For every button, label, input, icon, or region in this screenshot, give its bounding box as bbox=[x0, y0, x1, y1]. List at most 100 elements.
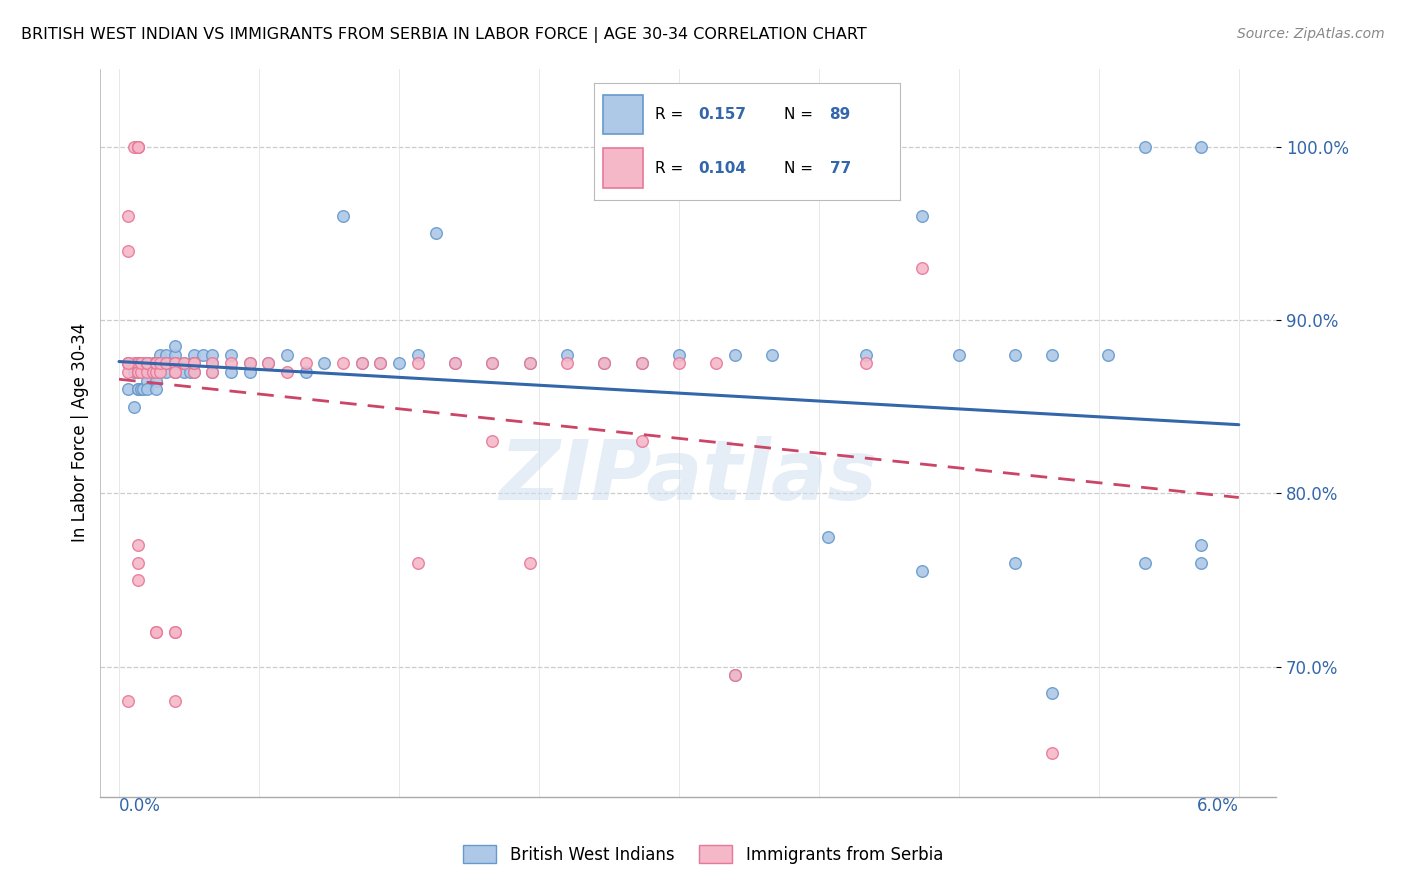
Point bbox=[117, 365, 139, 379]
Point bbox=[122, 139, 145, 153]
Point bbox=[131, 356, 153, 370]
Point bbox=[145, 356, 167, 370]
Point bbox=[239, 356, 262, 370]
Text: BRITISH WEST INDIAN VS IMMIGRANTS FROM SERBIA IN LABOR FORCE | AGE 30-34 CORRELA: BRITISH WEST INDIAN VS IMMIGRANTS FROM S… bbox=[21, 27, 868, 43]
Point bbox=[163, 624, 186, 639]
Point bbox=[142, 356, 165, 370]
Point bbox=[406, 356, 429, 370]
Point bbox=[1191, 538, 1213, 552]
Point bbox=[132, 382, 155, 396]
Point bbox=[163, 356, 186, 370]
Point bbox=[136, 356, 159, 370]
Point bbox=[145, 356, 167, 370]
Point bbox=[136, 356, 159, 370]
Point bbox=[117, 694, 139, 708]
Point bbox=[1040, 347, 1063, 361]
Point bbox=[163, 347, 186, 361]
Point bbox=[117, 356, 139, 370]
Point bbox=[163, 356, 186, 370]
Point bbox=[127, 365, 149, 379]
Point bbox=[481, 356, 503, 370]
Point bbox=[163, 694, 186, 708]
Point bbox=[630, 434, 652, 449]
Point bbox=[163, 365, 186, 379]
Point bbox=[910, 209, 932, 223]
Point bbox=[1191, 556, 1213, 570]
Point bbox=[145, 624, 167, 639]
Point bbox=[519, 556, 541, 570]
Point bbox=[132, 365, 155, 379]
Text: ZIPatlas: ZIPatlas bbox=[499, 435, 877, 516]
Point bbox=[519, 356, 541, 370]
Point bbox=[127, 365, 149, 379]
Point bbox=[817, 530, 839, 544]
Point bbox=[191, 347, 214, 361]
Point bbox=[127, 538, 149, 552]
Point bbox=[406, 347, 429, 361]
Point bbox=[173, 356, 195, 370]
Point bbox=[724, 347, 747, 361]
Point bbox=[127, 365, 149, 379]
Point bbox=[948, 347, 970, 361]
Point bbox=[294, 365, 316, 379]
Point bbox=[145, 356, 167, 370]
Point bbox=[668, 347, 690, 361]
Point bbox=[145, 365, 167, 379]
Point bbox=[855, 347, 877, 361]
Point bbox=[444, 356, 467, 370]
Point bbox=[145, 382, 167, 396]
Point bbox=[163, 339, 186, 353]
Point bbox=[163, 365, 186, 379]
Point bbox=[1135, 139, 1157, 153]
Point bbox=[761, 347, 783, 361]
Point bbox=[155, 356, 177, 370]
Point bbox=[183, 365, 205, 379]
Point bbox=[127, 356, 149, 370]
Point bbox=[145, 374, 167, 388]
Point bbox=[136, 356, 159, 370]
Point bbox=[122, 365, 145, 379]
Legend: British West Indians, Immigrants from Serbia: British West Indians, Immigrants from Se… bbox=[456, 838, 950, 871]
Point bbox=[1097, 347, 1119, 361]
Point bbox=[257, 356, 280, 370]
Point bbox=[724, 668, 747, 682]
Point bbox=[593, 356, 616, 370]
Point bbox=[155, 365, 177, 379]
Point bbox=[131, 365, 153, 379]
Point bbox=[127, 356, 149, 370]
Point bbox=[117, 382, 139, 396]
Point bbox=[127, 139, 149, 153]
Point bbox=[127, 356, 149, 370]
Point bbox=[183, 347, 205, 361]
Point bbox=[425, 226, 447, 240]
Point bbox=[724, 668, 747, 682]
Point bbox=[136, 356, 159, 370]
Point bbox=[117, 244, 139, 258]
Point bbox=[155, 356, 177, 370]
Point bbox=[142, 365, 165, 379]
Point bbox=[131, 356, 153, 370]
Point bbox=[630, 356, 652, 370]
Point bbox=[350, 356, 373, 370]
Point bbox=[555, 347, 578, 361]
Point bbox=[350, 356, 373, 370]
Point bbox=[183, 365, 205, 379]
Point bbox=[155, 347, 177, 361]
Point bbox=[163, 365, 186, 379]
Point bbox=[149, 356, 172, 370]
Point bbox=[314, 356, 336, 370]
Point bbox=[149, 365, 172, 379]
Point bbox=[127, 356, 149, 370]
Point bbox=[1040, 746, 1063, 760]
Text: 0.0%: 0.0% bbox=[120, 797, 160, 814]
Point bbox=[332, 356, 354, 370]
Point bbox=[555, 356, 578, 370]
Point bbox=[201, 365, 224, 379]
Point bbox=[1191, 139, 1213, 153]
Point bbox=[1040, 685, 1063, 699]
Point bbox=[406, 556, 429, 570]
Point bbox=[127, 356, 149, 370]
Point bbox=[1135, 556, 1157, 570]
Point bbox=[127, 139, 149, 153]
Point bbox=[127, 356, 149, 370]
